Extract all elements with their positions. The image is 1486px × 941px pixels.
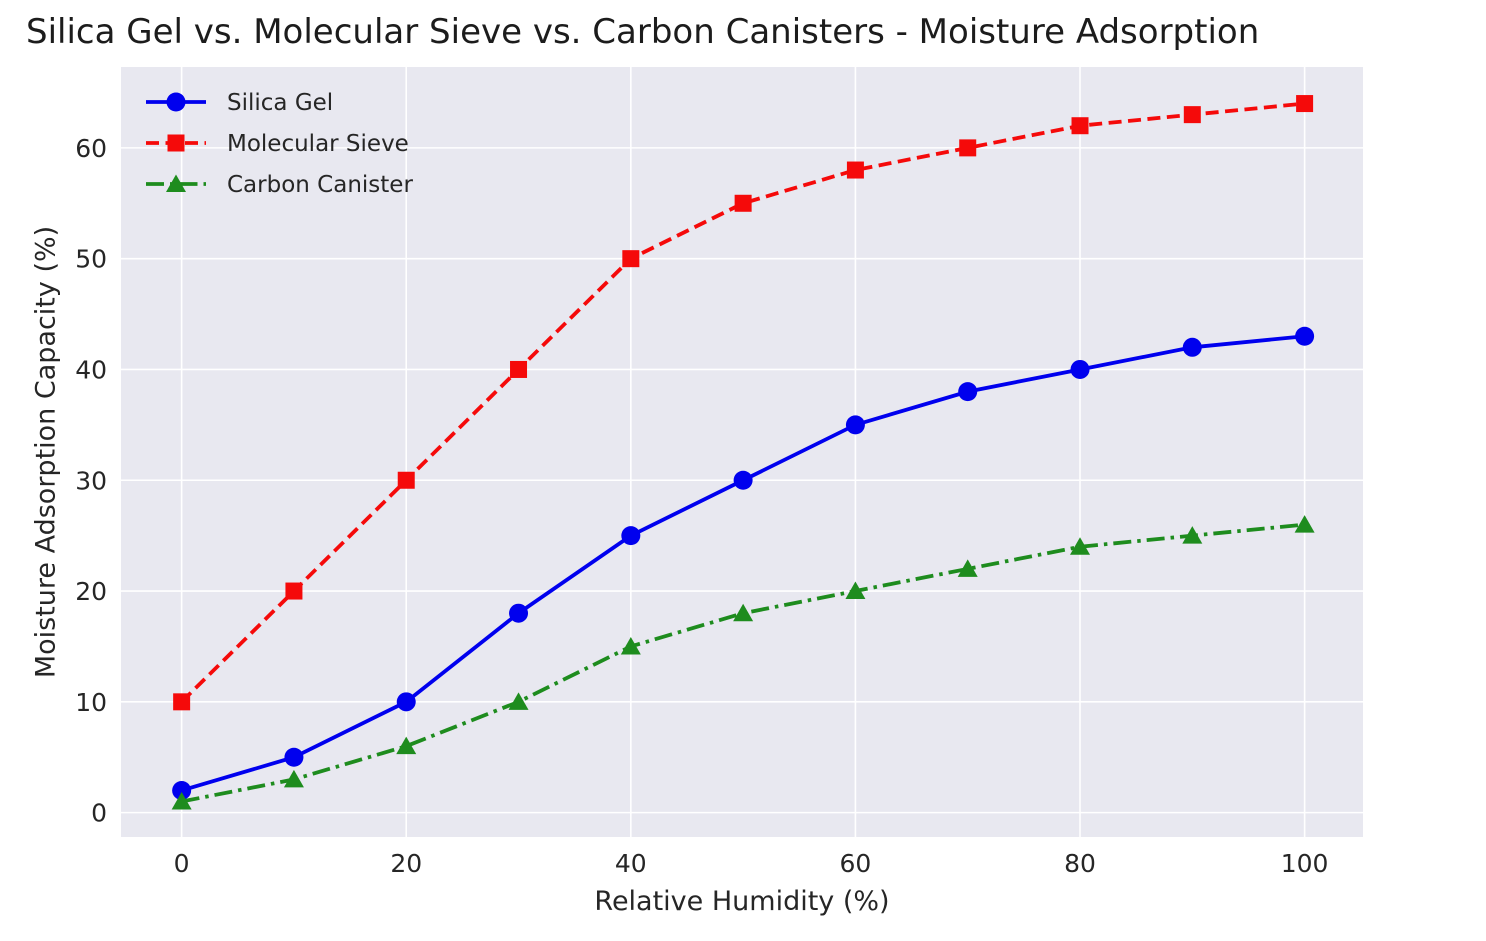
data-point-molecular-sieve <box>173 693 191 711</box>
x-tick-label: 80 <box>1064 849 1096 878</box>
series-carbon-canister <box>171 515 1315 810</box>
data-point-carbon-canister <box>957 559 978 577</box>
series-molecular-sieve <box>173 95 1314 711</box>
chart-title: Silica Gel vs. Molecular Sieve vs. Carbo… <box>26 12 1260 52</box>
data-point-molecular-sieve <box>397 471 415 489</box>
data-point-molecular-sieve <box>959 139 977 157</box>
data-point-silica-gel <box>284 747 304 767</box>
data-point-molecular-sieve <box>1296 95 1314 113</box>
y-tick-label: 40 <box>75 355 107 384</box>
legend-label: Molecular Sieve <box>227 131 409 157</box>
series-silica-gel <box>172 326 1315 800</box>
x-tick-label: 20 <box>390 849 422 878</box>
data-point-carbon-canister <box>283 769 304 788</box>
data-point-silica-gel <box>1295 326 1315 346</box>
data-point-carbon-canister <box>733 603 754 622</box>
x-tick-label: 0 <box>174 849 190 878</box>
y-tick-label: 10 <box>75 688 107 717</box>
y-tick-label: 60 <box>75 134 107 163</box>
y-tick-label: 0 <box>91 799 107 828</box>
data-point-silica-gel <box>509 603 529 623</box>
data-point-carbon-canister <box>171 792 192 810</box>
data-point-carbon-canister <box>845 581 866 600</box>
data-point-silica-gel <box>733 470 753 490</box>
data-point-carbon-canister <box>508 692 529 710</box>
legend-label: Silica Gel <box>227 90 333 116</box>
x-tick-label: 40 <box>615 849 647 878</box>
data-point-molecular-sieve <box>1071 117 1089 135</box>
data-point-silica-gel <box>1182 337 1202 357</box>
data-point-molecular-sieve <box>846 161 864 179</box>
data-point-carbon-canister <box>1182 526 1203 544</box>
x-axis-label: Relative Humidity (%) <box>594 886 890 917</box>
legend-marker-carbon-canister <box>166 174 186 192</box>
y-tick-label: 50 <box>75 245 107 274</box>
legend-item-carbon-canister: Carbon Canister <box>146 172 413 198</box>
data-point-carbon-canister <box>620 636 641 655</box>
data-point-silica-gel <box>845 415 865 435</box>
legend: Silica Gel Molecular Sieve Carbon Canister <box>146 90 413 198</box>
data-point-silica-gel <box>621 526 641 546</box>
data-point-molecular-sieve <box>1183 106 1201 124</box>
legend-label: Carbon Canister <box>227 172 413 198</box>
x-tick-label: 60 <box>840 849 872 878</box>
y-tick-label: 20 <box>75 577 107 606</box>
data-point-molecular-sieve <box>285 582 303 600</box>
legend-marker-silica-gel <box>166 92 186 112</box>
data-point-silica-gel <box>958 382 978 402</box>
data-point-silica-gel <box>172 780 192 800</box>
data-point-silica-gel <box>1070 359 1090 379</box>
series-line-molecular-sieve <box>180 101 1305 704</box>
data-point-molecular-sieve <box>510 360 528 378</box>
legend-item-silica-gel: Silica Gel <box>146 90 333 116</box>
y-tick-label: 30 <box>75 466 107 495</box>
data-point-molecular-sieve <box>622 250 640 268</box>
data-point-molecular-sieve <box>734 194 752 212</box>
legend-marker-molecular-sieve <box>167 134 185 152</box>
data-point-carbon-canister <box>396 736 417 755</box>
y-axis-label: Moisture Adsorption Capacity (%) <box>30 225 62 679</box>
data-point-carbon-canister <box>1070 537 1091 555</box>
data-point-carbon-canister <box>1294 515 1315 533</box>
data-point-silica-gel <box>396 692 416 712</box>
x-tick-label: 100 <box>1281 849 1329 878</box>
legend-item-molecular-sieve: Molecular Sieve <box>146 131 409 157</box>
